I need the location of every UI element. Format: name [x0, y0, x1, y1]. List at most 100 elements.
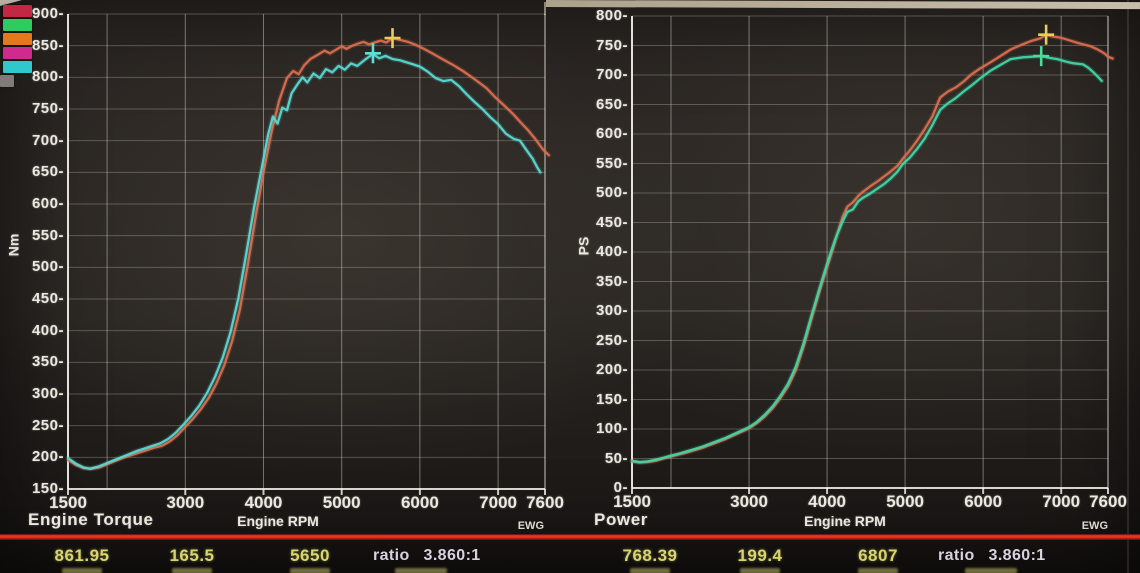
torque-x-tick-label: 3000	[166, 493, 205, 512]
clipped-next-row-value	[965, 568, 1017, 573]
power-y-tick-label: 800-	[595, 7, 628, 24]
torque-x-tick-label: 7600	[526, 493, 564, 512]
torque-ratio-readout: ratio 3.860:1	[373, 547, 481, 565]
power-x-tick-label: 1500	[613, 492, 651, 511]
power-x-tick-label: 4000	[808, 492, 846, 511]
run-swatch-magenta[interactable]	[3, 47, 32, 59]
power-title: Power	[594, 510, 649, 529]
power-ratio-label: ratio	[938, 547, 975, 564]
power-y-tick-label: 300-	[595, 302, 628, 319]
power-aux-readout: 199.4	[737, 546, 783, 565]
power-y-tick-label: 100-	[595, 420, 628, 437]
torque-y-tick-label: 900-	[31, 5, 64, 22]
torque-y-tick-label: 150-	[31, 480, 64, 497]
torque-chart: Nm 900- 850- 800- 750- 700- 650- 600- 550- 500- 4…	[5, 5, 564, 512]
clipped-next-row-value	[172, 568, 212, 573]
power-y-tick-label: 400-	[595, 243, 628, 260]
power-orange-run-glow	[629, 32, 1116, 466]
torque-cyan-run-glow	[65, 51, 543, 472]
power-y-tick-label: 450-	[595, 213, 628, 231]
torque-y-tick-label: 850-	[31, 36, 64, 54]
power-peak-marker	[1038, 24, 1055, 45]
torque-y-tick-label: 750-	[31, 100, 64, 117]
ewg-badge-right: EWG	[1081, 520, 1108, 532]
torque-x-axis-label: Engine RPM	[237, 513, 319, 529]
photo-top-glare	[545, 0, 1140, 10]
torque-y-tick-label: 500-	[31, 258, 64, 276]
power-y-tick-label: 200-	[595, 361, 628, 378]
power-y-tick-label: 750-	[595, 36, 628, 54]
run-swatch-green[interactable]	[3, 19, 32, 31]
run-swatch-red[interactable]	[3, 5, 32, 17]
power-x-tick-label: 7000	[1042, 492, 1081, 511]
torque-cyan-peak-marker	[364, 43, 381, 64]
power-y-tick-label: 50-	[604, 449, 628, 467]
power-cyan-run-curve	[630, 54, 1103, 464]
power-y-tick-label: 600-	[595, 125, 628, 142]
torque-y-tick-label: 450-	[31, 290, 64, 307]
torque-x-tick-label: 1500	[49, 493, 87, 512]
power-x-tick-label: 7600	[1089, 492, 1127, 511]
torque-x-tick-label: 7000	[479, 493, 517, 512]
torque-ratio-label: ratio	[373, 547, 410, 564]
torque-y-tick-label: 600-	[31, 195, 64, 212]
photo-corner-glare	[0, 0, 22, 6]
torque-y-tick-label: 550-	[31, 226, 64, 244]
torque-x-tick-label: 5000	[322, 493, 361, 512]
power-cyan-peak-marker	[1033, 46, 1050, 67]
run-swatch-cyan[interactable]	[3, 61, 32, 73]
power-y-tick-label: 550-	[595, 154, 628, 172]
clipped-next-row-value	[858, 568, 898, 573]
power-chart: PS 800- 750- 700- 650- 600- 550- 500- 450- 400- 3…	[575, 7, 1127, 511]
power-y-tick-label: 350-	[595, 272, 628, 290]
power-y-tick-label: 150-	[595, 390, 628, 408]
power-cyan-run-glow	[629, 53, 1105, 465]
power-peak-rpm-readout: 6807	[858, 546, 898, 565]
power-x-tick-label: 6000	[964, 492, 1003, 511]
power-peak-readout: 768.39	[622, 546, 678, 565]
power-orange-run-curve	[630, 33, 1114, 464]
torque-peak-rpm-readout: 5650	[290, 546, 330, 565]
clipped-next-row-value	[395, 568, 447, 573]
torque-x-tick-label: 6000	[400, 493, 439, 512]
power-plot	[629, 15, 1116, 494]
clipped-next-row-value	[740, 568, 780, 573]
power-y-tick-label: 700-	[595, 66, 628, 83]
torque-title: Engine Torque	[28, 510, 154, 529]
torque-y-tick-label: 700-	[31, 131, 64, 149]
torque-aux-readout: 165.5	[169, 546, 215, 565]
torque-y-tick-label: 350-	[31, 353, 64, 371]
torque-y-tick-label: 250-	[31, 416, 64, 434]
torque-y-tick-label: 300-	[31, 385, 64, 402]
power-y-tick-label: 250-	[595, 331, 628, 349]
torque-plot	[65, 13, 552, 495]
power-y-tick-label: 500-	[595, 184, 628, 201]
torque-peak-readout: 861.95	[54, 546, 110, 565]
torque-y-tick-label: 800-	[31, 68, 64, 86]
screen-right-bezel	[1127, 0, 1129, 573]
torque-ratio-value: 3.860:1	[423, 547, 481, 564]
power-y-tick-label: 650-	[595, 95, 628, 113]
run-color-legend	[0, 5, 35, 89]
power-ratio-readout: ratio 3.860:1	[938, 547, 1046, 565]
power-x-tick-label: 3000	[730, 492, 768, 511]
clipped-next-row-value	[290, 568, 330, 573]
separator-line	[0, 534, 1140, 540]
power-y-tick-label: 0-	[613, 479, 628, 496]
power-ratio-value: 3.860:1	[988, 547, 1046, 564]
ewg-badge-left: EWG	[517, 520, 544, 532]
clipped-next-row-value	[62, 568, 102, 573]
torque-cyan-run-curve	[66, 52, 542, 470]
torque-peak-marker	[384, 28, 401, 49]
torque-y-tick-label: 400-	[31, 321, 64, 339]
torque-y-tick-label: 200-	[31, 448, 64, 466]
run-swatch-orange[interactable]	[3, 33, 32, 45]
clipped-next-row-value	[630, 568, 670, 573]
power-x-tick-label: 5000	[886, 492, 925, 511]
power-x-axis-label: Engine RPM	[804, 513, 886, 529]
torque-orange-run-curve	[66, 36, 551, 470]
run-swatch-gray[interactable]	[0, 75, 14, 87]
torque-x-tick-label: 4000	[244, 493, 283, 512]
torque-y-tick-label: 650-	[31, 163, 64, 181]
